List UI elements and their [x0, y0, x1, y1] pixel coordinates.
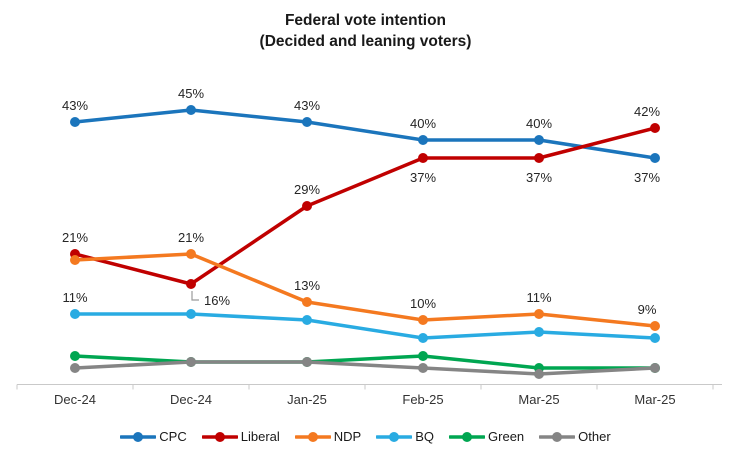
data-point — [650, 123, 660, 133]
legend-item-cpc: CPC — [120, 429, 187, 444]
legend-label: NDP — [333, 429, 362, 444]
data-point — [418, 351, 428, 361]
data-point — [534, 135, 544, 145]
label-leader-line — [191, 291, 199, 301]
legend-label: Liberal — [240, 429, 280, 444]
series-line — [73, 126, 657, 286]
data-point — [650, 153, 660, 163]
legend-marker-icon — [539, 431, 576, 442]
legend-marker-icon — [449, 431, 486, 442]
legend-item-green: Green — [449, 429, 524, 444]
x-axis-label: Mar-25 — [634, 392, 675, 407]
legend: CPC Liberal NDP BQ Green Other — [0, 429, 731, 444]
x-axis-label: Feb-25 — [402, 392, 443, 407]
series-line — [73, 252, 657, 328]
data-point — [302, 297, 312, 307]
legend-label: Green — [488, 429, 525, 444]
series-ndp — [70, 249, 660, 331]
legend-label: BQ — [415, 429, 435, 444]
data-label: 40% — [410, 116, 436, 131]
data-label: 16% — [204, 293, 230, 308]
data-point — [418, 333, 428, 343]
data-label: 11% — [526, 290, 551, 305]
data-point — [418, 153, 428, 163]
data-point — [70, 255, 80, 265]
x-axis-label: Dec-24 — [54, 392, 96, 407]
data-label: 43% — [62, 98, 88, 113]
data-label: 42% — [634, 104, 660, 119]
data-label: 37% — [634, 170, 660, 185]
legend-marker-icon — [201, 431, 238, 442]
legend-label: CPC — [159, 429, 187, 444]
data-point — [186, 357, 196, 367]
legend-marker-icon — [294, 431, 331, 442]
series-line — [73, 108, 657, 160]
x-axis-label: Mar-25 — [518, 392, 559, 407]
data-point — [418, 315, 428, 325]
chart-title-line1: Federal vote intention — [284, 12, 447, 29]
series-cpc — [70, 105, 660, 163]
x-axis-label: Jan-25 — [287, 392, 327, 407]
series-liberal — [70, 123, 660, 289]
legend-marker-icon — [120, 431, 157, 442]
legend-dot — [214, 431, 225, 442]
data-point — [650, 321, 660, 331]
chart-title: Federal vote intention (Decided and lean… — [0, 11, 731, 53]
legend-marker-icon — [376, 431, 413, 442]
legend-label: Other — [578, 429, 611, 444]
data-point — [302, 201, 312, 211]
data-point — [70, 117, 80, 127]
data-point — [186, 279, 196, 289]
series-line — [73, 354, 657, 370]
data-label: 37% — [526, 170, 552, 185]
data-label: 21% — [178, 230, 204, 245]
x-axis-label: Dec-24 — [170, 392, 212, 407]
data-point — [418, 363, 428, 373]
data-labels: 43% 45% 43% 40% 40% 37% 21% 16% 29% 37% 37% 42% 21% 1… — [62, 86, 660, 317]
data-point — [70, 351, 80, 361]
x-axis: Dec-24 Dec-24 Jan-25 Feb-25 Mar-25 Mar-25 — [16, 384, 722, 407]
legend-item-ndp: NDP — [294, 429, 362, 444]
data-point — [186, 105, 196, 115]
data-label: 29% — [294, 182, 320, 197]
data-point — [186, 249, 196, 259]
data-label: 45% — [178, 86, 204, 101]
data-point — [650, 363, 660, 373]
series-line — [73, 312, 657, 340]
legend-dot — [462, 431, 473, 442]
data-point — [186, 309, 196, 319]
data-label: 21% — [62, 230, 88, 245]
legend-item-liberal: Liberal — [201, 429, 280, 444]
data-point — [650, 333, 660, 343]
data-point — [302, 315, 312, 325]
data-point — [534, 369, 544, 379]
data-point — [70, 363, 80, 373]
data-label: 40% — [526, 116, 552, 131]
series-bq — [70, 309, 660, 343]
legend-item-other: Other — [539, 429, 611, 444]
legend-item-bq: BQ — [376, 429, 434, 444]
chart-title-line2: (Decided and leaning voters) — [259, 32, 472, 50]
data-label: 37% — [410, 170, 436, 185]
data-label: 9% — [638, 302, 657, 317]
data-point — [534, 327, 544, 337]
data-point — [418, 135, 428, 145]
series-line — [73, 360, 657, 376]
legend-dot — [389, 431, 400, 442]
legend-dot — [552, 431, 563, 442]
data-point — [534, 309, 544, 319]
data-label: 43% — [294, 98, 320, 113]
legend-dot — [133, 431, 144, 442]
data-point — [302, 117, 312, 127]
data-point — [302, 357, 312, 367]
data-label: 11% — [62, 290, 87, 305]
data-point — [70, 309, 80, 319]
data-label: 10% — [410, 296, 436, 311]
series-other — [70, 357, 660, 379]
legend-dot — [307, 431, 318, 442]
data-point — [534, 153, 544, 163]
data-label: 13% — [294, 278, 320, 293]
